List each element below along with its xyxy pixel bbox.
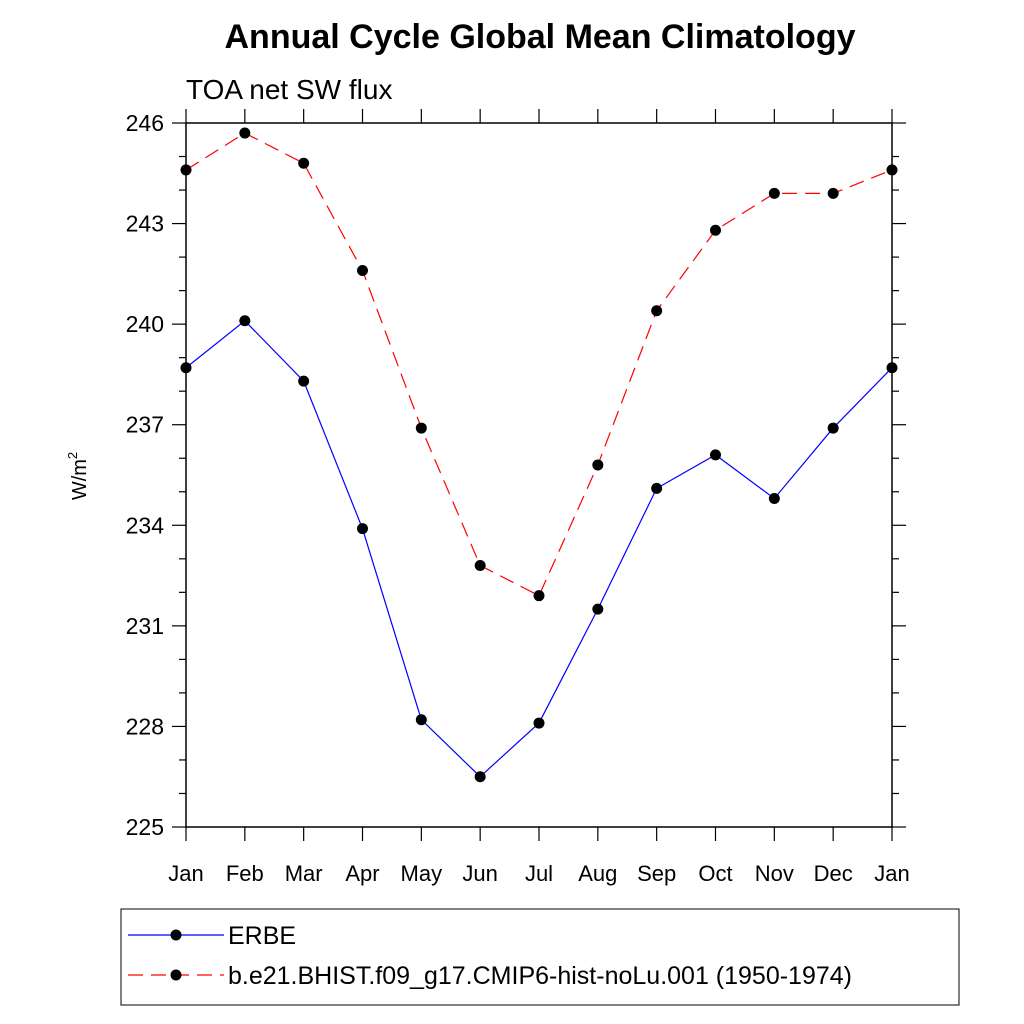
legend-marker — [170, 929, 182, 941]
data-point — [651, 482, 663, 494]
data-point — [710, 449, 721, 461]
y-tick-label: 246 — [126, 110, 164, 136]
x-tick-label: Feb — [226, 861, 264, 886]
y-axis-label-text: W/m — [69, 459, 91, 500]
y-tick-label: 237 — [126, 412, 164, 438]
data-point — [768, 492, 780, 504]
data-point — [592, 459, 604, 471]
data-point — [415, 422, 427, 434]
x-tick-label: Jan — [874, 861, 909, 886]
axis-ticks — [172, 109, 906, 841]
legend-entry-2: b.e21.BHIST.f09_g17.CMIP6-hist-noLu.001 … — [128, 962, 852, 990]
data-point — [768, 187, 780, 199]
data-point — [827, 422, 839, 434]
series-line — [185, 132, 893, 597]
y-tick-labels: 225 228 231 234 237 240 243 246 — [126, 110, 165, 840]
data-point — [298, 375, 310, 387]
y-axis-label: W/m2 — [65, 452, 91, 500]
legend-marker — [170, 969, 182, 981]
x-tick-label: Apr — [345, 861, 379, 886]
series-line — [185, 319, 893, 778]
x-tick-label: Dec — [814, 861, 853, 886]
svg-text:W/m2: W/m2 — [65, 452, 91, 500]
data-point — [239, 127, 251, 139]
legend: ERBE b.e21.BHIST.f09_g17.CMIP6-hist-noLu.… — [128, 922, 852, 990]
data-point — [474, 560, 486, 572]
x-tick-label: Jan — [168, 861, 203, 886]
data-point — [533, 590, 545, 602]
chart-title: Annual Cycle Global Mean Climatology — [225, 18, 856, 56]
legend-entry-1: ERBE — [128, 922, 296, 950]
x-tick-label: Mar — [285, 861, 323, 886]
data-point — [886, 164, 898, 176]
data-point — [415, 714, 427, 726]
x-tick-label: Jul — [525, 861, 553, 886]
y-tick-label: 243 — [126, 211, 164, 237]
legend-box — [120, 908, 960, 1006]
data-point — [827, 187, 839, 199]
data-point — [239, 315, 251, 327]
legend-label: ERBE — [228, 922, 296, 950]
x-tick-label: Sep — [637, 861, 676, 886]
legend-label: b.e21.BHIST.f09_g17.CMIP6-hist-noLu.001 … — [228, 962, 852, 990]
data-point — [357, 523, 368, 535]
x-tick-label: Oct — [698, 861, 732, 886]
x-tick-label: Jun — [462, 861, 497, 886]
data-point — [592, 603, 604, 615]
y-axis-label-superscript: 2 — [65, 452, 80, 459]
series-layer — [180, 127, 898, 783]
data-point — [357, 265, 368, 277]
y-tick-label: 225 — [126, 814, 164, 840]
y-tick-label: 231 — [126, 613, 164, 639]
x-tick-label: Nov — [755, 861, 794, 886]
data-point — [180, 164, 192, 176]
series-1 — [180, 315, 898, 783]
data-point — [710, 224, 721, 236]
series-2 — [180, 127, 898, 602]
x-tick-label: Aug — [578, 861, 617, 886]
y-tick-label: 234 — [126, 512, 165, 538]
data-point — [533, 717, 545, 729]
data-point — [886, 362, 898, 374]
y-tick-label: 240 — [126, 311, 164, 337]
x-tick-labels: Jan Feb Mar Apr May Jun Jul Aug Sep Oct Nov Dec Jan — [168, 861, 909, 886]
data-point — [651, 305, 663, 317]
data-point — [298, 157, 310, 169]
data-point — [474, 771, 486, 783]
x-tick-label: May — [401, 861, 443, 886]
data-point — [180, 362, 192, 374]
y-tick-label: 228 — [126, 713, 164, 739]
chart-subtitle: TOA net SW flux — [186, 74, 392, 105]
